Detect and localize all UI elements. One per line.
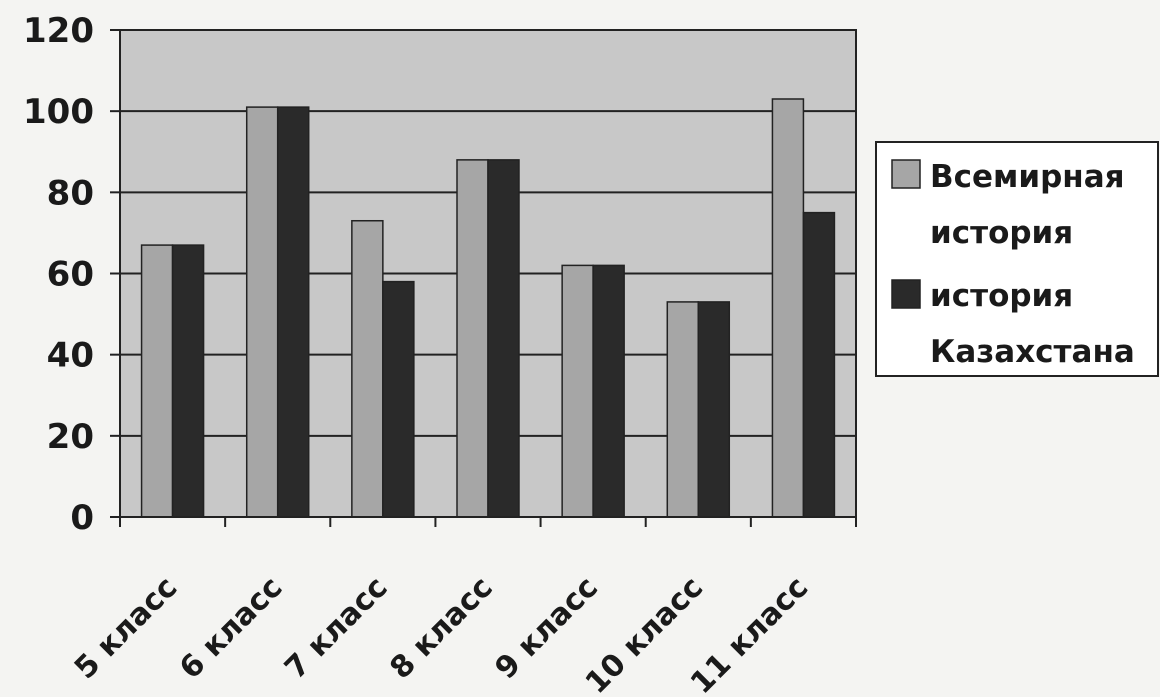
y-tick-label-60: 60: [47, 255, 94, 295]
legend-label-vsemirnaya-line1: Всемирная: [930, 159, 1125, 195]
y-tick-label-80: 80: [47, 173, 94, 213]
legend-box: [875, 141, 1159, 377]
bars: [140, 98, 836, 518]
x-category-label: 5 класс: [68, 570, 184, 686]
legend-label-vsemirnaya-line2: история: [930, 215, 1073, 251]
legend-swatch-vsemirnaya: [891, 159, 921, 189]
bar-series0-cat1: [245, 106, 279, 518]
bar-series1-cat1: [276, 106, 310, 518]
legend-swatch-kazakhstan: [891, 279, 921, 309]
bar-series1-cat2: [382, 280, 415, 518]
legend-label-kazakhstan-line2: Казахстана: [930, 334, 1135, 370]
y-tick-label-100: 100: [23, 92, 94, 132]
bar-series0-cat3: [456, 159, 489, 518]
x-category-label: 6 класс: [173, 570, 289, 686]
x-category-label: 7 класс: [278, 570, 394, 686]
bar-series1-cat0: [171, 244, 205, 518]
legend-label-kazakhstan-line1: история: [930, 278, 1073, 314]
bar-series0-cat0: [140, 244, 174, 518]
bar-series1-cat4: [592, 264, 625, 518]
y-axis-ticks: 0 20 40 60 80 100 120: [23, 11, 120, 538]
bar-series0-cat2: [351, 219, 384, 518]
bar-series0-cat4: [561, 264, 594, 518]
y-tick-label-40: 40: [47, 336, 94, 376]
bar-series1-cat6: [802, 211, 836, 518]
y-tick-label-20: 20: [47, 417, 94, 457]
x-category-label: 8 класс: [383, 570, 499, 686]
legend: Всемирная история история Казахстана: [875, 141, 1159, 377]
y-tick-label-0: 0: [70, 498, 94, 538]
bar-series0-cat5: [666, 301, 700, 518]
gridlines: [120, 29, 856, 437]
bar-series0-cat6: [771, 98, 805, 518]
bar-series1-cat3: [487, 159, 520, 518]
y-tick-label-120: 120: [23, 11, 94, 51]
bar-series1-cat5: [697, 301, 731, 518]
